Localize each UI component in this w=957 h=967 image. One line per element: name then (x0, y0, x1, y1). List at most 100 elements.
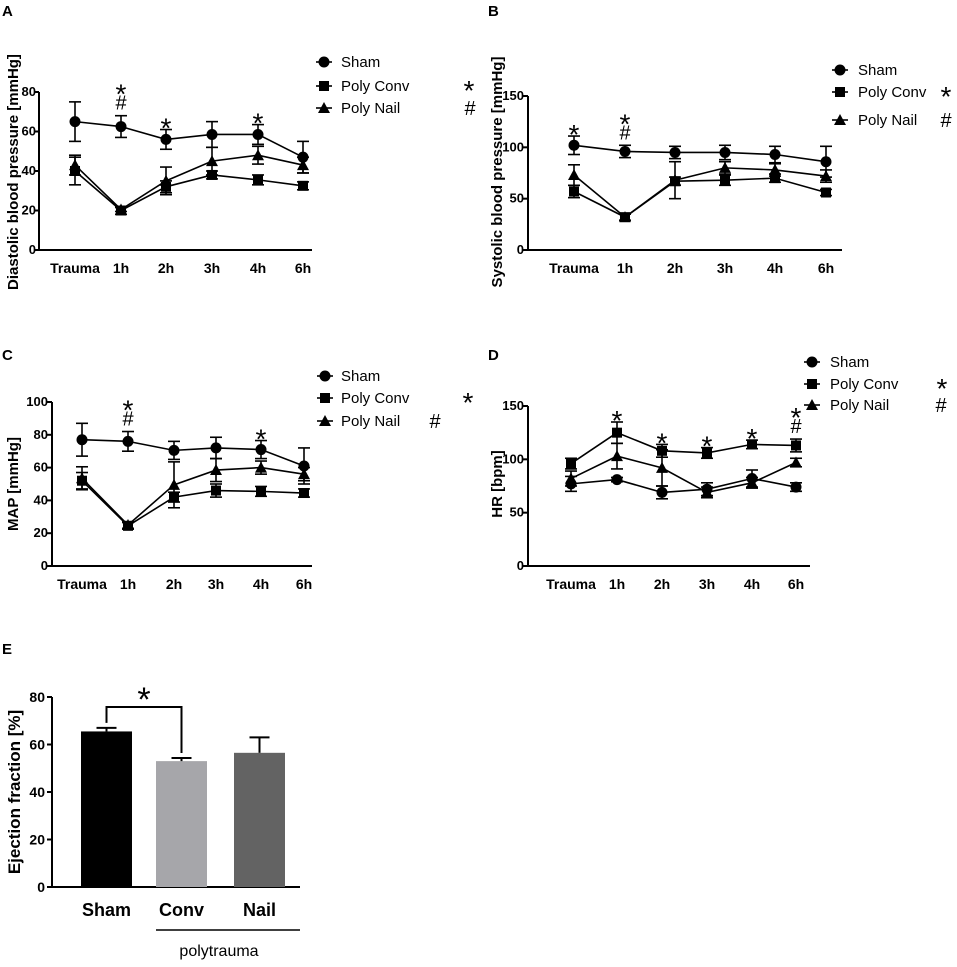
legend-suffix-poly-conv: * (941, 81, 952, 112)
significance-star: * (612, 405, 623, 436)
significance-star: * (620, 108, 631, 139)
series-poly-conv (565, 421, 802, 470)
series-poly-nail (69, 145, 309, 215)
x-tick-label-4h: 4h (767, 260, 783, 276)
significance-hash: # (115, 93, 127, 115)
x-tick-label-trauma: Trauma (57, 576, 107, 592)
data-point-poly-nail (115, 203, 127, 215)
data-point-poly-nail (255, 461, 267, 473)
y-tick-label: 60 (29, 737, 45, 753)
series-poly-nail (76, 457, 310, 530)
series-line-sham (573, 144, 827, 163)
y-axis-title: Systolic blood pressure [mmHg] (489, 57, 506, 288)
significance-hash: # (619, 122, 631, 144)
data-point-poly-nail (790, 456, 802, 468)
bar-nail (234, 752, 285, 887)
data-point-poly-nail (168, 478, 180, 490)
y-tick-label: 150 (502, 398, 524, 413)
data-point-sham (122, 435, 134, 447)
series-line-poly-nail (570, 455, 797, 494)
y-tick-label: 0 (517, 558, 524, 573)
data-point-poly-nail (298, 468, 310, 480)
legend-suffix-poly-nail: # (940, 110, 952, 132)
significance-star: * (747, 423, 758, 454)
legend-label-poly-conv: Poly Conv (858, 84, 927, 101)
data-point-sham (619, 145, 631, 157)
significance-star: * (702, 431, 713, 462)
data-point-poly-nail (206, 155, 218, 167)
x-tick-label-4h: 4h (253, 576, 269, 592)
significance-hash: # (122, 409, 134, 431)
x-tick-label-trauma: Trauma (549, 260, 599, 276)
panel-a: A Diastolic blood pressure [mmHg] 0 20 40 60 8… (2, 3, 476, 290)
legend-suffix-poly-nail: # (935, 395, 947, 417)
x-tick-label-3h: 3h (717, 260, 733, 276)
data-point-poly-conv (612, 427, 622, 438)
data-point-poly-nail (701, 486, 713, 498)
data-point-sham (790, 481, 802, 493)
data-point-poly-conv (298, 180, 308, 191)
series-poly-nail (568, 160, 832, 223)
significance-star: * (791, 402, 802, 433)
legend-marker-sham (318, 56, 330, 68)
x-tick-label-3h: 3h (208, 576, 224, 592)
series-line-poly-nail (81, 466, 305, 527)
data-point-poly-nail (719, 161, 731, 173)
y-tick-label: 100 (502, 139, 524, 154)
legend: Sham Poly Conv * Poly Nail # (832, 62, 952, 132)
significance-star: * (137, 681, 150, 719)
legend-suffix-poly-nail: # (429, 411, 441, 433)
data-point-poly-conv (566, 458, 576, 469)
data-point-poly-conv (253, 174, 263, 185)
x-tick-label-2h: 2h (667, 260, 683, 276)
x-tick-label-1h: 1h (609, 576, 625, 592)
y-tick-label: 0 (29, 242, 36, 257)
legend-label-poly-nail: Poly Nail (341, 100, 400, 117)
data-point-poly-nail (160, 174, 172, 186)
panel-b: B Systolic blood pressure [mmHg] 0 50 100 150… (488, 3, 952, 287)
legend-label-poly-conv: Poly Conv (341, 390, 410, 407)
y-tick-label: 0 (37, 879, 45, 895)
data-point-poly-nail (69, 159, 81, 171)
y-tick-label: 60 (34, 460, 48, 475)
legend-suffix-poly-nail: # (464, 98, 476, 120)
x-tick-label-6h: 6h (818, 260, 834, 276)
legend-marker-poly-conv (807, 379, 817, 389)
significance-star: * (116, 79, 127, 110)
series-line-poly-conv (570, 431, 797, 465)
significance-star: * (256, 424, 267, 455)
x-tick-label-3h: 3h (699, 576, 715, 592)
legend-marker-poly-nail (834, 114, 846, 125)
y-tick-label: 40 (34, 492, 48, 507)
series-sham (565, 469, 802, 500)
x-tick-label-4h: 4h (744, 576, 760, 592)
data-point-sham (255, 444, 267, 456)
y-tick-label: 40 (29, 784, 45, 800)
y-tick-label: 80 (22, 84, 36, 99)
panel-letter: E (2, 641, 12, 658)
data-point-poly-conv (256, 486, 266, 497)
legend-label-sham: Sham (830, 354, 869, 371)
series-line-sham (570, 477, 797, 494)
panel-letter: A (2, 3, 13, 20)
data-point-sham (611, 474, 623, 486)
x-tick-label-6h: 6h (295, 260, 311, 276)
data-point-poly-nail (122, 519, 134, 530)
y-axis-title: Ejection fraction [%] (5, 710, 24, 874)
x-tick-label-6h: 6h (788, 576, 804, 592)
legend-label-poly-conv: Poly Conv (341, 78, 410, 95)
panel-letter: B (488, 3, 499, 20)
significance-star: * (161, 113, 172, 144)
legend-label-poly-conv: Poly Conv (830, 376, 899, 393)
bar-conv (156, 761, 207, 887)
y-tick-label: 100 (26, 394, 48, 409)
series-poly-conv (568, 173, 832, 223)
significance-star: * (569, 119, 580, 150)
data-point-poly-conv (211, 485, 221, 496)
legend-marker-sham (319, 370, 331, 382)
data-point-poly-conv (702, 447, 712, 458)
series-poly-conv (76, 471, 310, 531)
data-point-poly-nail (746, 476, 758, 488)
